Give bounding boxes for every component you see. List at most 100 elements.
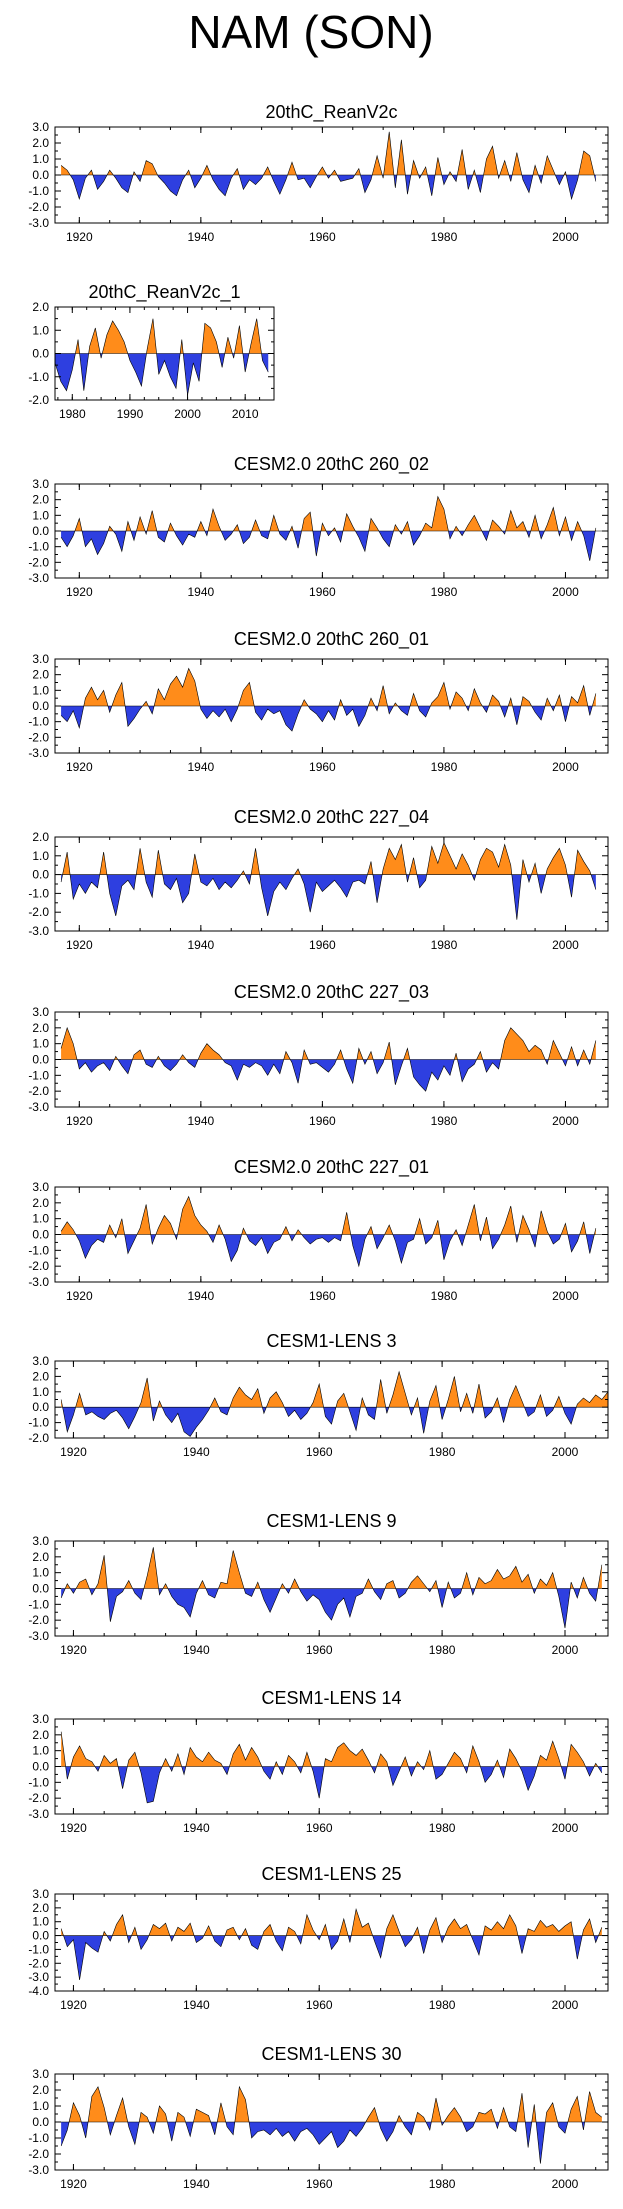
x-tick-label: 2000: [552, 938, 579, 952]
series-line: [60, 1370, 609, 1437]
x-tick-label: 2000: [552, 230, 579, 244]
y-tick-label: -1.0: [28, 715, 49, 729]
panel-title: CESM1-LENS 30: [261, 2044, 401, 2064]
positive-anomaly-area: [61, 496, 596, 531]
y-tick-label: -3.0: [28, 1100, 49, 1114]
x-tick-label: 1920: [66, 585, 93, 599]
series-line: [60, 2085, 603, 2164]
x-tick-label: 1940: [187, 1114, 214, 1128]
y-tick-label: 2.0: [32, 1196, 49, 1210]
x-tick-label: 1940: [183, 1643, 210, 1657]
chart-panel: CESM1-LENS 9 3.0 2.0 1.0 0.0-1.0 -2.0 -3.0 1920…: [28, 1511, 609, 1657]
negative-anomaly-area: [61, 706, 596, 732]
positive-anomaly-area: [61, 1731, 602, 1767]
y-tick-label: 1.0: [32, 1037, 49, 1051]
y-tick-label: 3.0: [32, 1887, 49, 1901]
main-title: NAM (SON): [188, 6, 433, 58]
y-tick-label: 2.0: [32, 1901, 49, 1915]
y-tick-label: -2.0: [28, 1084, 49, 1098]
x-tick-label: 1980: [429, 2177, 456, 2191]
y-tick-label: -2.0: [28, 1431, 49, 1445]
y-tick-label: 1.0: [32, 152, 49, 166]
x-tick-label: 1980: [431, 760, 458, 774]
series-line: [60, 1908, 603, 1980]
y-tick-label: -3.0: [28, 1970, 49, 1984]
y-tick-label: 3.0: [32, 1354, 49, 1368]
chart-panel: CESM2.0 20thC 227_03 3.0 2.0 1.0 0.0-1.0 -2.0…: [28, 982, 609, 1128]
x-tick-label: 2000: [552, 2177, 579, 2191]
negative-anomaly-area: [61, 175, 596, 199]
panel-title: CESM1-LENS 3: [266, 1331, 396, 1351]
y-tick-label: 2.0: [32, 136, 49, 150]
x-tick-label: 1980: [429, 1445, 456, 1459]
x-tick-label: 1960: [306, 1445, 333, 1459]
y-tick-label: -2.0: [28, 1956, 49, 1970]
y-tick-label: 3.0: [32, 2067, 49, 2081]
x-tick-label: 1940: [187, 760, 214, 774]
y-tick-label: 0.0: [32, 1228, 49, 1242]
panel-title: CESM1-LENS 14: [261, 1688, 401, 1708]
x-tick-label: 1980: [431, 230, 458, 244]
x-tick-label: 1920: [60, 1998, 87, 2012]
y-tick-label: -2.0: [28, 905, 49, 919]
series-line: [60, 131, 597, 201]
x-tick-label: 2000: [552, 1821, 579, 1835]
x-tick-label: 1960: [309, 760, 336, 774]
y-tick-label: 2.0: [32, 830, 49, 844]
y-tick-label: -1.0: [28, 886, 49, 900]
y-tick-label: 1.0: [32, 2099, 49, 2113]
y-tick-label: 1.0: [32, 508, 49, 522]
y-tick-label: -3.0: [28, 216, 49, 230]
x-tick-label: 1980: [429, 1643, 456, 1657]
y-tick-label: 2.0: [32, 668, 49, 682]
y-tick-label: -3.0: [28, 746, 49, 760]
y-tick-label: 1.0: [32, 1744, 49, 1758]
y-tick-label: -1.0: [28, 370, 49, 384]
y-tick-label: -2.0: [28, 1791, 49, 1805]
y-tick-label: 2.0: [32, 493, 49, 507]
positive-anomaly-area: [61, 1547, 602, 1589]
positive-anomaly-area: [61, 2086, 602, 2122]
y-tick-label: 3.0: [32, 1534, 49, 1548]
x-tick-label: 1960: [309, 1114, 336, 1128]
x-tick-label: 2000: [174, 407, 201, 421]
negative-anomaly-area: [61, 1407, 608, 1437]
x-tick-label: 2000: [552, 1445, 579, 1459]
y-tick-label: 1.0: [32, 1212, 49, 1226]
y-tick-label: -2.0: [28, 2147, 49, 2161]
chart-panel: 20thC_ReanV2c_1 2.0 1.0 0.0 -1.0 -2.0 1980 1990…: [28, 282, 275, 421]
panel-title: CESM1-LENS 25: [261, 1864, 401, 1884]
y-tick-label: -2.0: [28, 393, 49, 407]
x-tick-label: 1960: [309, 585, 336, 599]
series-line: [60, 667, 597, 732]
panel-title: CESM2.0 20thC 260_02: [234, 454, 429, 475]
y-tick-label: 3.0: [32, 1005, 49, 1019]
x-tick-label: 2000: [552, 1289, 579, 1303]
x-tick-label: 1920: [60, 1643, 87, 1657]
positive-anomaly-area: [61, 131, 596, 175]
panel-title: 20thC_ReanV2c: [265, 102, 397, 123]
x-tick-label: 1940: [183, 1445, 210, 1459]
panel-title: CESM2.0 20thC 227_04: [234, 807, 429, 828]
x-tick-label: 1960: [306, 1821, 333, 1835]
x-tick-label: 1960: [306, 2177, 333, 2191]
panel-title: CESM2.0 20thC 260_01: [234, 629, 429, 650]
y-tick-label: 2.0: [32, 1550, 49, 1564]
y-tick-label: 3.0: [32, 652, 49, 666]
y-tick-label: -3.0: [28, 1629, 49, 1643]
y-tick-label: -1.0: [28, 540, 49, 554]
chart-panel: CESM2.0 20thC 260_02 3.0 2.01.0 0.0 -1.0-2.0…: [28, 454, 609, 599]
y-tick-label: -4.0: [28, 1984, 49, 1998]
panel-title: CESM2.0 20thC 227_01: [234, 1157, 429, 1178]
y-tick-label: 0.0: [32, 1582, 49, 1596]
y-tick-label: 3.0: [32, 477, 49, 491]
x-tick-label: 2000: [552, 760, 579, 774]
y-tick-label: 0.0: [32, 1400, 49, 1414]
x-tick-label: 1920: [66, 1289, 93, 1303]
y-tick-label: -1.0: [28, 1416, 49, 1430]
series-line: [60, 1731, 603, 1804]
y-tick-label: -1.0: [28, 184, 49, 198]
y-tick-label: 0.0: [32, 2115, 49, 2129]
x-tick-label: 1960: [306, 1643, 333, 1657]
x-tick-label: 1940: [183, 1998, 210, 2012]
